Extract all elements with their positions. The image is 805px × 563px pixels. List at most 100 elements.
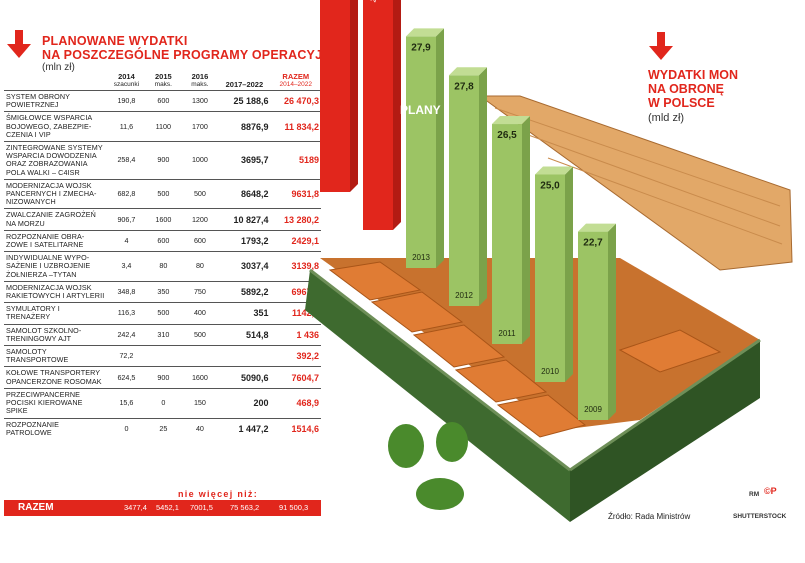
value-label-2009: 22,7	[583, 238, 603, 249]
value-total: 26 470,3	[270, 89, 321, 112]
program-name: SYMULATORY I TRENAŻERY	[4, 302, 108, 325]
value-2016: 1000	[181, 141, 219, 180]
value-2015	[145, 345, 182, 367]
value-2015: 900	[145, 366, 182, 389]
program-name: SYSTEM OBRONY POWIETRZNEJ	[4, 89, 108, 112]
value-2014: 242,4	[107, 323, 146, 346]
total-2014: 3477,4	[124, 503, 147, 512]
bar-top-2012	[449, 67, 487, 76]
value-total: 468,9	[270, 387, 321, 418]
bar-side-2015	[350, 0, 358, 192]
value-2015: 600	[145, 229, 182, 252]
bar-2014	[363, 0, 393, 231]
value-2015: 1600	[145, 208, 182, 231]
total-sum: 91 500,3	[279, 503, 309, 512]
col-total: RAZEM 2014–2022	[279, 72, 313, 89]
total-2017-2022: 75 563,2	[230, 503, 260, 512]
value-2015: 500	[145, 178, 182, 209]
value-2017-2022: 1793,2	[218, 229, 271, 252]
value-2014: 348,8	[107, 280, 146, 303]
value-2014: 906,7	[107, 208, 146, 231]
spending-unit: (mld zł)	[648, 112, 685, 124]
program-name: SAMOLOTY TRANSPORTOWE	[4, 345, 108, 367]
table-row: ZINTEGROWANE SYSTEMY WSPARCIA DOWODZENIA…	[4, 141, 321, 180]
grenade-icons	[388, 422, 468, 510]
value-total: 5189	[270, 141, 321, 180]
plans-label: PLANY	[400, 103, 441, 117]
program-name: PRZECIWPANCERNE POCISKI KIEROWANE SPIKE	[4, 387, 108, 418]
bar-top-2011	[492, 116, 530, 125]
year-label-2012: 2012	[455, 291, 473, 300]
value-2015: 350	[145, 280, 182, 303]
year-label-2013: 2013	[412, 253, 430, 262]
total-label: RAZEM	[18, 502, 54, 513]
value-2016: 500	[181, 323, 219, 346]
box-compartments	[328, 261, 722, 438]
down-arrow-icon	[7, 30, 31, 58]
value-2016	[181, 345, 219, 367]
photo-credit: SHUTTERSTOCK	[733, 513, 787, 520]
table-row: INDYWIDUALNE WYPO-SAŻENIE I UZBROJENIE Ż…	[4, 251, 321, 282]
value-2017-2022: 200	[218, 387, 271, 418]
table-row: ROZPOZNANIE PATROLOWE 0 25 40 1 447,2 1514,6	[4, 417, 321, 439]
value-2016: 80	[181, 251, 219, 282]
year-label-2009: 2009	[584, 405, 602, 414]
total-2016: 7001,5	[190, 503, 213, 512]
value-2014: 15,6	[107, 387, 146, 418]
bar-top-2010	[535, 166, 573, 175]
bar-top-2009	[578, 223, 616, 232]
value-2017-2022: 5892,2	[218, 280, 271, 303]
value-label-2013: 27,9	[411, 42, 431, 53]
value-2015: 25	[145, 417, 182, 439]
year-label-2010: 2010	[541, 367, 559, 376]
bar-side-2012	[479, 67, 487, 306]
value-2016: 600	[181, 229, 219, 252]
value-2015: 600	[145, 89, 182, 112]
value-2014: 0	[107, 417, 146, 439]
programs-title: PLANOWANE WYDATKI NA POSZCZEGÓLNE PROGRA…	[42, 34, 341, 62]
value-2016: 1200	[181, 208, 219, 231]
table-row: MODERNIZACJA WOJSK PANCERNYCH I ZMECHA-N…	[4, 178, 321, 209]
table-row: ZWALCZANIE ZAGROŻEŃ NA MORZU 906,7 1600 120…	[4, 208, 321, 231]
value-total: 1 436	[270, 323, 321, 346]
value-2016: 150	[181, 387, 219, 418]
box-front	[305, 270, 570, 522]
source-note: Źródło: Rada Ministrów	[608, 512, 691, 521]
total-2015: 5452,1	[156, 503, 179, 512]
value-2016: 750	[181, 280, 219, 303]
program-name: ROZPOZNANIE PATROLOWE	[4, 417, 108, 439]
value-2015: 900	[145, 141, 182, 180]
value-2017-2022: 514,8	[218, 323, 271, 346]
value-2014: 11,6	[107, 111, 146, 142]
bar-side-2009	[608, 223, 616, 420]
total-row: RAZEM 3477,4 5452,1 7001,5 75 563,2 91 5…	[4, 500, 321, 516]
value-2017-2022: 10 827,4	[218, 208, 271, 231]
value-2017-2022: 1 447,2	[218, 417, 271, 439]
bar-2015	[320, 0, 350, 193]
bar-side-2010	[565, 166, 573, 382]
value-2014: 116,3	[107, 302, 146, 325]
col-2016: 2016 maks.	[191, 72, 209, 89]
value-2015: 1100	[145, 111, 182, 142]
bar-2010	[535, 174, 565, 382]
table-row: ROZPOZNANIE OBRA-ZOWE I SATELITARNE 4 600 6…	[4, 229, 321, 252]
limit-note: nie więcej niż:	[178, 489, 259, 499]
copyright-mark: ©P	[764, 486, 777, 496]
value-2015: 310	[145, 323, 182, 346]
program-name: ZINTEGROWANE SYSTEMY WSPARCIA DOWODZENIA…	[4, 141, 108, 180]
value-2014: 190,8	[107, 89, 146, 112]
program-name: KOŁOWE TRANSPORTERY OPANCERZONE ROSOMAK	[4, 366, 108, 389]
value-2017-2022: 3037,4	[218, 251, 271, 282]
value-label-2010: 25,0	[540, 181, 560, 192]
program-name: SAMOLOT SZKOLNO-TRENINGOWY AJT	[4, 323, 108, 346]
value-2017-2022: 3695,7	[218, 141, 271, 180]
program-name: ROZPOZNANIE OBRA-ZOWE I SATELITARNE	[4, 229, 108, 252]
table-row: KOŁOWE TRANSPORTERY OPANCERZONE ROSOMAK 6…	[4, 366, 321, 389]
table-row: SAMOLOTY TRANSPORTOWE 72,2 392,2	[4, 345, 321, 367]
table-header-row: 2014 szacunki 2015 maks. 2016 maks. 2017–20…	[4, 72, 321, 91]
value-2014: 624,5	[107, 366, 146, 389]
value-label-2011: 26,5	[497, 130, 517, 141]
value-total: 2429,1	[270, 229, 321, 252]
value-total: 9631,8	[270, 178, 321, 209]
program-name: ZWALCZANIE ZAGROŻEŃ NA MORZU	[4, 208, 108, 231]
